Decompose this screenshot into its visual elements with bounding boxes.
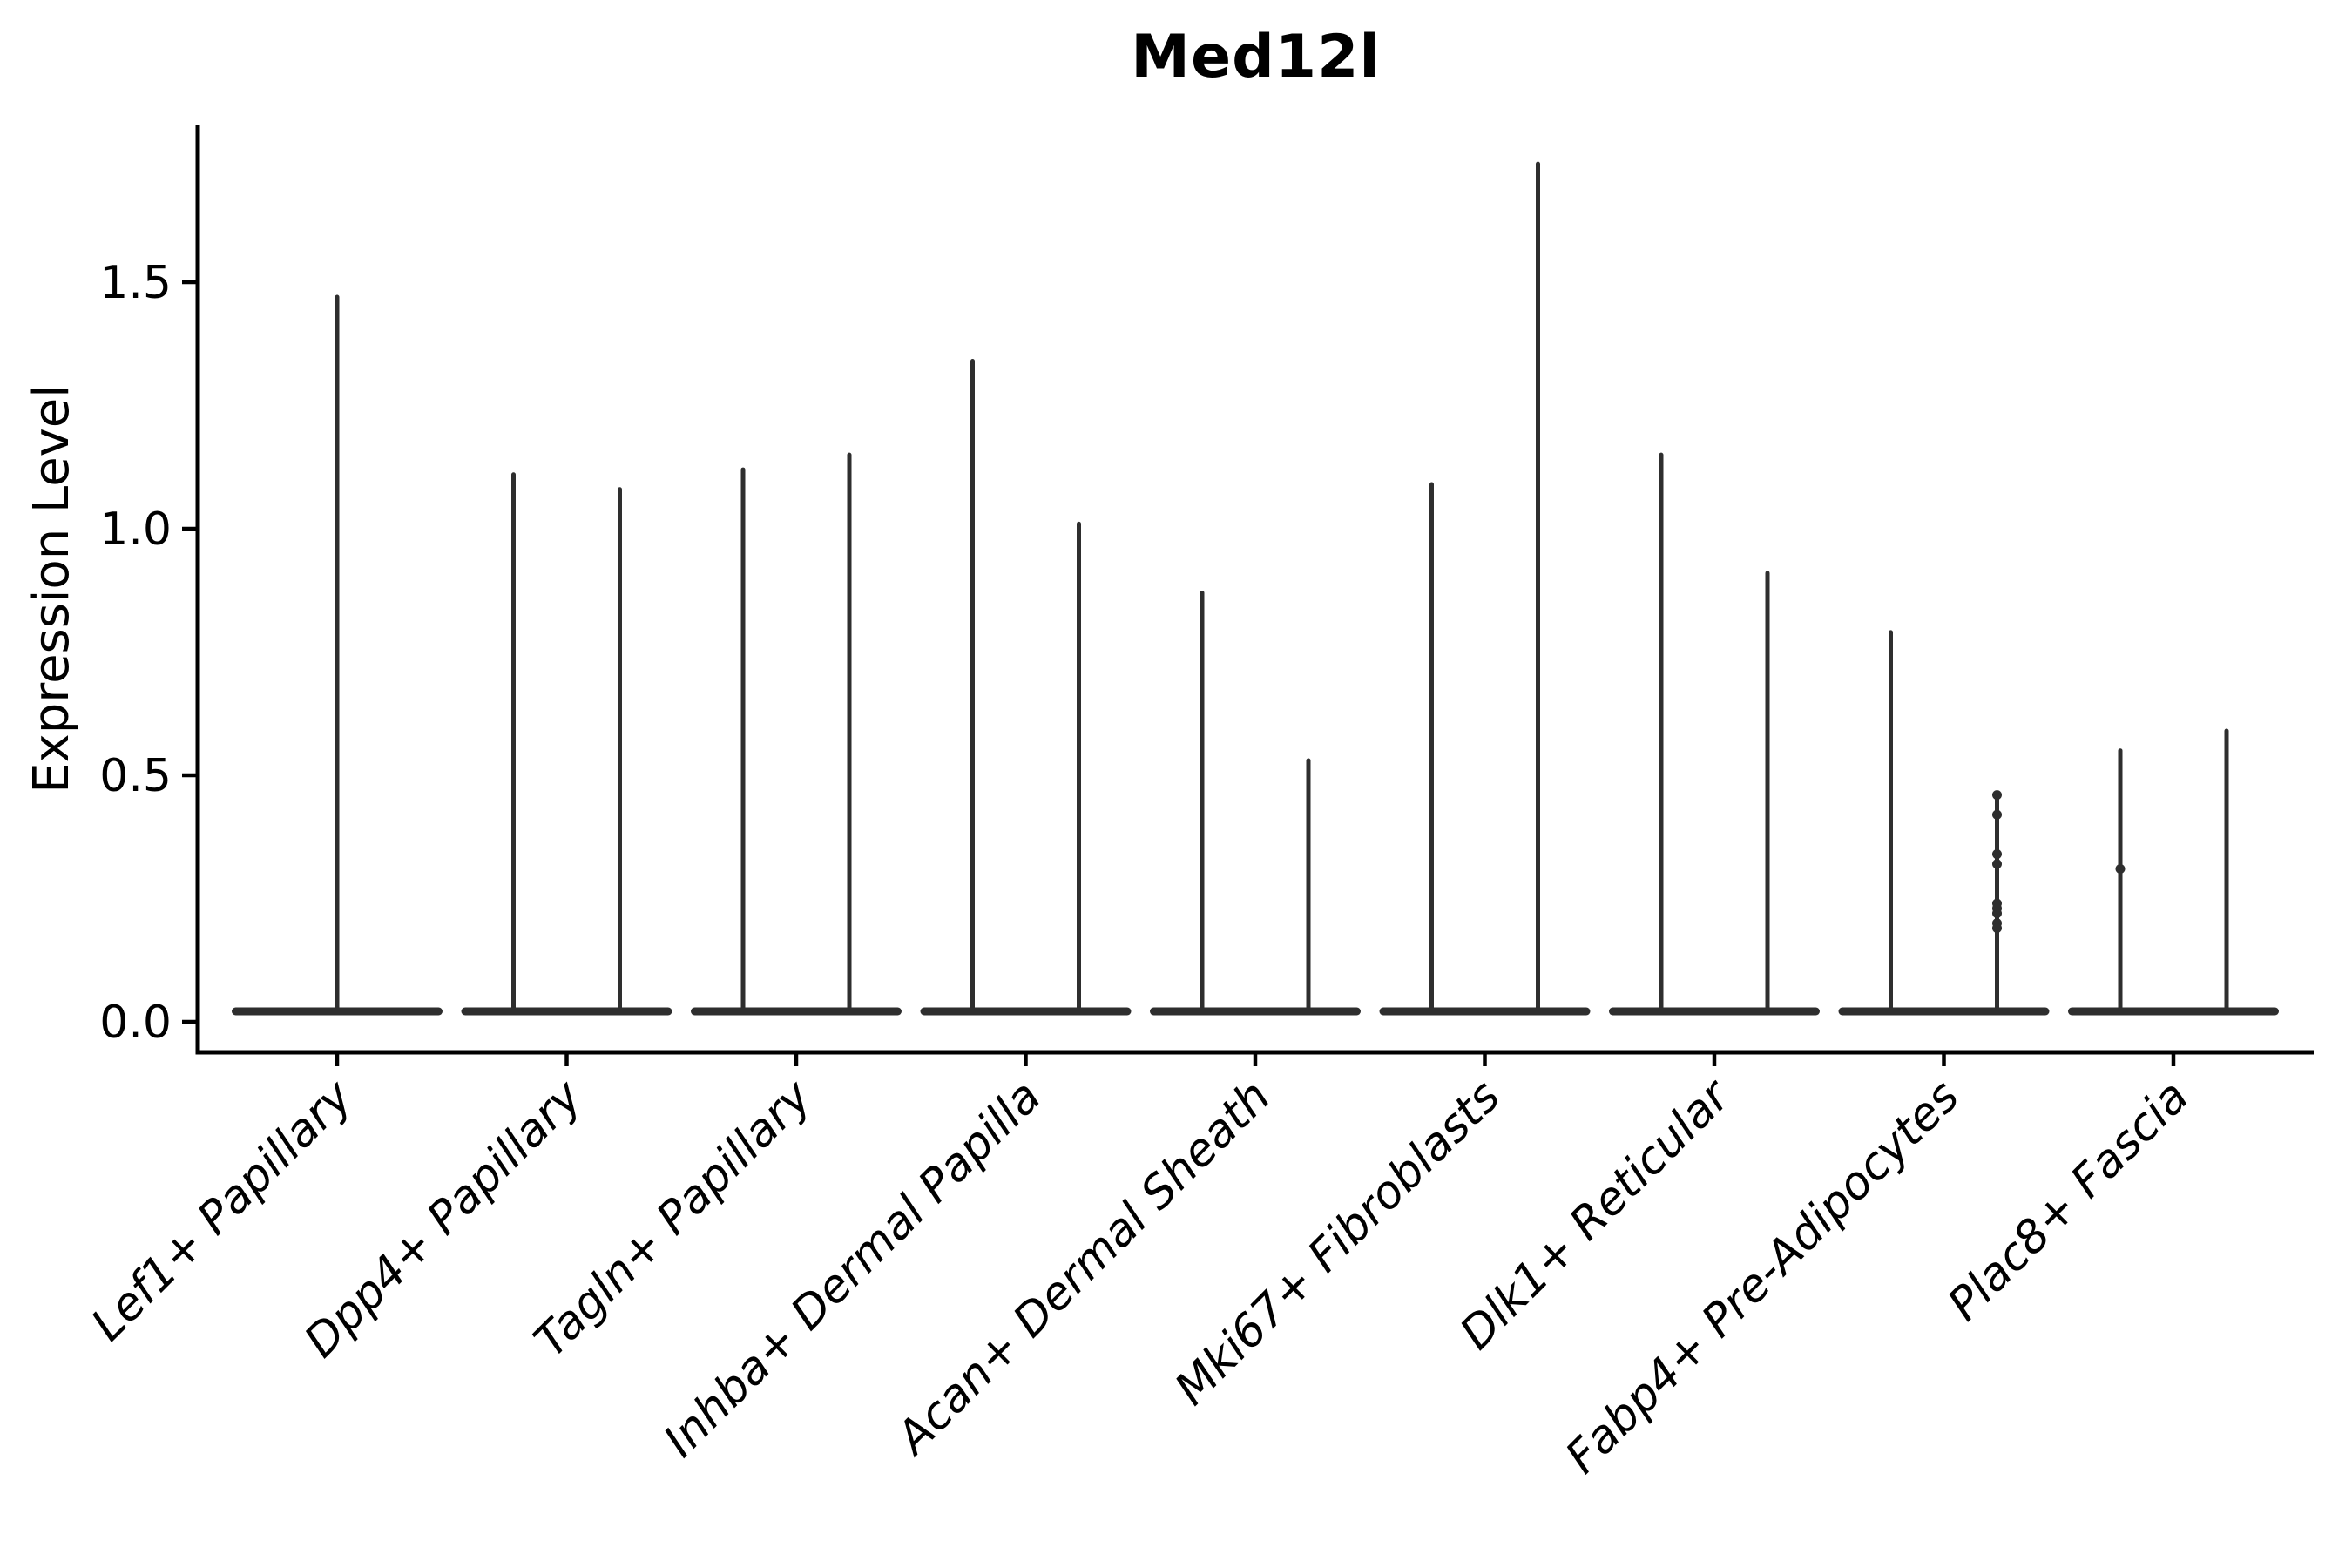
expression-point	[2115, 864, 2126, 875]
violin-base	[461, 1007, 672, 1016]
y-tick-label: 0.5	[99, 750, 172, 802]
violin-base	[920, 1007, 1132, 1016]
expression-point	[1992, 908, 2002, 918]
violin-base	[691, 1007, 902, 1016]
x-tick-label: Fabp4+ Pre-Adipocytes	[1556, 1071, 1970, 1484]
y-axis-label: Expression Level	[24, 384, 80, 794]
x-tick-label: Plac8+ Fascia	[1938, 1071, 2199, 1331]
expression-point	[1992, 849, 2002, 860]
y-tick-label: 1.5	[99, 257, 172, 309]
expression-point	[1992, 923, 2002, 933]
violin-base	[1379, 1007, 1591, 1016]
violin-base	[1609, 1007, 1820, 1016]
expression-point	[1992, 809, 2002, 820]
y-tick-label: 1.0	[99, 504, 172, 556]
expression-point	[1992, 790, 2002, 801]
violin-base	[2068, 1007, 2279, 1016]
violin-base	[1838, 1007, 2050, 1016]
expression-point	[1992, 859, 2002, 869]
violin-base	[1150, 1007, 1361, 1016]
y-tick-label: 0.0	[99, 997, 172, 1049]
chart-title: Med12l	[1131, 23, 1381, 91]
x-tick-label: Inhba+ Dermal Papilla	[654, 1071, 1051, 1468]
x-tick-label: Acan+ Dermal Sheath	[885, 1071, 1281, 1466]
